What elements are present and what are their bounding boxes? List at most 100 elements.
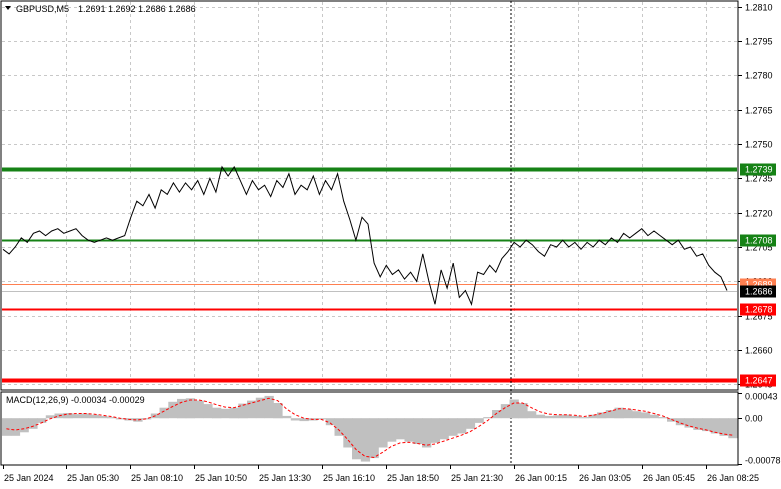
macd-histogram-bar xyxy=(273,403,283,419)
macd-axis[interactable]: 0.00043 0.00 -0.00078 xyxy=(738,392,781,466)
price-axis[interactable]: 1.28101.27951.27801.27651.27501.27351.27… xyxy=(738,3,776,390)
macd-histogram-bar xyxy=(203,404,213,419)
macd-histogram-bar xyxy=(378,418,388,448)
macd-histogram-bar xyxy=(465,418,476,429)
macd-histogram-bar xyxy=(115,418,126,420)
macd-panel[interactable]: MACD(12,26,9) -0.00034 -0.00029 xyxy=(0,391,739,466)
time-tick-label: 25 Jan 10:50 xyxy=(195,473,247,483)
macd-histogram-bar xyxy=(422,418,432,448)
macd-histogram-bar xyxy=(404,418,414,442)
macd-histogram-bar xyxy=(247,400,257,419)
main-panel-frame xyxy=(0,0,739,391)
time-tick-label: 25 Jan 21:30 xyxy=(451,473,503,483)
time-tick-label: 25 Jan 16:10 xyxy=(323,473,375,483)
price-level-label-box xyxy=(740,234,776,247)
macd-histogram-bar xyxy=(19,418,29,433)
price-tick-label: 1.2765 xyxy=(745,106,773,116)
price-level-label-box xyxy=(740,303,776,316)
macd-histogram-bar xyxy=(28,418,38,429)
macd-histogram-bar xyxy=(413,418,423,444)
macd-histogram-bar xyxy=(63,413,73,419)
macd-histogram-bar xyxy=(570,415,581,419)
macd-histogram-bar xyxy=(72,414,82,419)
time-tick-label: 25 Jan 18:50 xyxy=(387,473,439,483)
macd-histogram-bar xyxy=(509,399,519,419)
current-price-label-box xyxy=(740,285,776,298)
main-price-panel[interactable] xyxy=(0,0,739,465)
macd-histogram-bar xyxy=(579,417,589,419)
macd-histogram-bar xyxy=(448,418,458,436)
price-tick-label: 1.2675 xyxy=(745,312,773,322)
macd-label: MACD(12,26,9) -0.00034 -0.00029 xyxy=(6,395,145,405)
macd-histogram-bar xyxy=(457,418,467,434)
macd-histogram-bar xyxy=(369,418,379,459)
macd-histogram-bar xyxy=(334,418,344,436)
macd-histogram-bar xyxy=(325,418,336,426)
macd-histogram-bar xyxy=(89,414,99,419)
price-line xyxy=(2,165,728,306)
macd-series xyxy=(2,395,738,462)
macd-histogram-bar xyxy=(693,418,703,430)
price-tick-label: 1.2750 xyxy=(745,140,773,150)
macd-histogram-bar xyxy=(658,417,668,419)
time-tick-label: 26 Jan 08:25 xyxy=(707,473,759,483)
macd-histogram-bar xyxy=(133,418,143,422)
time-tick-label: 25 Jan 08:10 xyxy=(131,473,183,483)
price-level-label-box xyxy=(740,374,776,387)
price-tick-label: 1.2705 xyxy=(745,243,773,253)
macd-histogram-bar xyxy=(2,418,12,436)
macd-histogram-bar xyxy=(605,410,616,419)
macd-histogram-bar xyxy=(562,414,572,419)
macd-histogram-bar xyxy=(282,415,292,419)
macd-panel-frame xyxy=(0,391,739,466)
macd-histogram-bar xyxy=(675,418,686,426)
price-tick-label: 1.2795 xyxy=(745,37,773,47)
macd-histogram-bar xyxy=(719,418,729,436)
price-series xyxy=(2,165,728,306)
macd-histogram-bar xyxy=(45,415,56,419)
macd-histogram-bar xyxy=(317,418,327,420)
macd-histogram-bar xyxy=(632,411,642,419)
ohlc-label: 1.2691 1.2692 1.2686 1.2686 xyxy=(78,4,196,14)
price-level-label: 1.2678 xyxy=(745,305,773,315)
price-tick-label: 1.2780 xyxy=(745,71,773,81)
macd-histogram-bar xyxy=(80,413,91,419)
price-tick-label: 1.2810 xyxy=(745,3,773,13)
price-tick-label: 1.2735 xyxy=(745,174,773,184)
macd-histogram-bar xyxy=(684,418,694,428)
macd-histogram-bar xyxy=(238,403,248,419)
macd-histogram-bar xyxy=(299,418,309,422)
macd-histogram-bar xyxy=(220,408,231,419)
macd-histogram-bar xyxy=(430,418,441,443)
time-tick-label: 25 Jan 2024 xyxy=(4,473,54,483)
macd-histogram-bar xyxy=(474,418,484,423)
macd-histogram-bar xyxy=(544,415,554,419)
macd-histogram-bar xyxy=(614,407,624,419)
macd-histogram-bar xyxy=(649,414,659,419)
time-axis[interactable]: 25 Jan 2024 25 Jan 05:30 25 Jan 08:10 25 Ja… xyxy=(3,465,760,483)
macd-histogram-bar xyxy=(702,418,712,432)
macd-histogram-bar xyxy=(264,395,274,419)
macd-histogram-bar xyxy=(387,418,397,442)
time-tick-label: 26 Jan 00:15 xyxy=(515,473,567,483)
macd-histogram-bar xyxy=(37,418,47,423)
macd-histogram-bar xyxy=(10,418,21,436)
macd-tick-label: 0.00043 xyxy=(745,392,778,402)
price-level-label: 1.2739 xyxy=(745,165,773,175)
chart-header: GBPUSD,M5 1.2691 1.2692 1.2686 1.2686 xyxy=(5,4,196,14)
macd-histogram-bar xyxy=(343,418,353,448)
macd-histogram-bar xyxy=(728,418,738,439)
macd-histogram-bar xyxy=(492,410,502,419)
macd-histogram-bar xyxy=(177,398,187,419)
macd-histogram-bar xyxy=(255,397,266,419)
price-level-label: 1.2689 xyxy=(745,280,773,290)
time-tick-label: 26 Jan 03:05 xyxy=(579,473,631,483)
time-tick-label: 25 Jan 05:30 xyxy=(67,473,119,483)
macd-histogram-bar xyxy=(212,407,222,419)
macd-histogram-bar xyxy=(500,404,511,419)
symbol-label: GBPUSD,M5 xyxy=(16,4,69,14)
macd-histogram-bar xyxy=(710,418,721,434)
triangle-down-icon[interactable] xyxy=(5,6,11,10)
